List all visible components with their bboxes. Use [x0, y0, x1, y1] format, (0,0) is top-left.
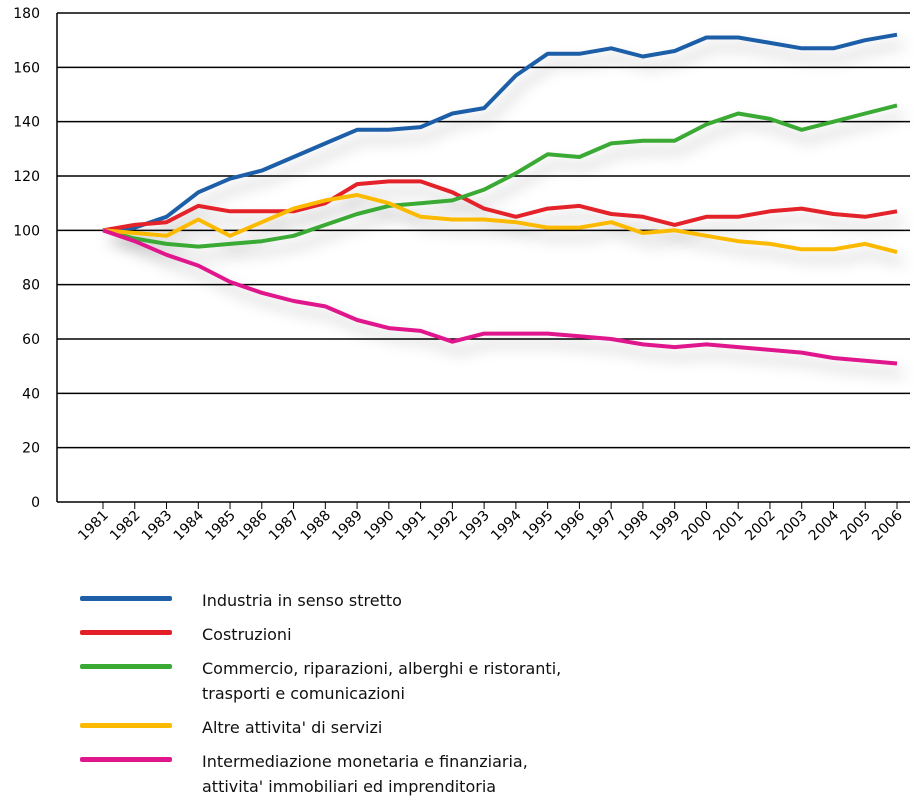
- legend-item: Commercio, riparazioni, alberghi e risto…: [60, 656, 900, 706]
- x-tick-label: 1988: [298, 508, 335, 545]
- x-tick-label: 2004: [806, 507, 843, 544]
- x-tick-label: 1997: [583, 508, 620, 545]
- y-tick-label: 140: [13, 115, 40, 131]
- legend-label: Intermediazione monetaria e finanziaria,…: [202, 752, 528, 796]
- axes: 0 20 40 60 80 100 120 140 160 180 1981198219831984…: [13, 6, 906, 544]
- lines: [102, 32, 898, 366]
- x-tick-label: 2006: [869, 507, 906, 544]
- legend: Industria in senso stretto Costruzioni Com…: [60, 588, 900, 808]
- legend-swatch: [80, 630, 172, 635]
- y-tick-label: 160: [13, 60, 40, 76]
- legend-label: Commercio, riparazioni, alberghi e risto…: [202, 659, 562, 703]
- legend-item: Altre attivita' di servizi: [60, 715, 900, 740]
- series-line: [102, 32, 898, 233]
- x-tick-label: 1981: [75, 508, 112, 545]
- x-tick-label: 2003: [774, 508, 811, 545]
- y-tick-label: 120: [13, 169, 40, 185]
- series-line: [102, 228, 898, 366]
- legend-item: Costruzioni: [60, 622, 900, 647]
- x-tick-label: 1989: [329, 508, 366, 545]
- y-tick-label: 100: [13, 223, 40, 239]
- x-tick-label: 1984: [171, 507, 208, 544]
- x-tick-label: 1987: [266, 508, 303, 545]
- x-tick-label: 2000: [679, 508, 716, 545]
- y-tick-label: 0: [31, 495, 40, 511]
- grid: [57, 12, 910, 503]
- legend-swatch: [80, 596, 172, 601]
- x-tick-label: 1986: [234, 507, 271, 544]
- x-tick-label: 1993: [456, 508, 493, 545]
- y-tick-label: 40: [22, 386, 40, 402]
- x-tick-label: 1992: [425, 508, 462, 545]
- legend-swatch: [80, 723, 172, 728]
- series-line: [102, 179, 898, 233]
- x-tick-label: 1996: [552, 507, 589, 544]
- y-tick-label: 20: [22, 441, 40, 457]
- x-tick-label: 1999: [647, 508, 684, 545]
- x-tick-label: 1985: [202, 508, 239, 545]
- legend-swatch: [80, 757, 172, 762]
- y-tick-label: 60: [22, 332, 40, 348]
- x-tick-label: 1994: [488, 507, 525, 544]
- legend-item: Industria in senso stretto: [60, 588, 900, 613]
- legend-label: Altre attivita' di servizi: [202, 718, 383, 737]
- x-tick-label: 1991: [393, 508, 430, 545]
- series-line: [102, 193, 898, 255]
- x-tick-label: 1998: [615, 508, 652, 545]
- x-tick-label: 1982: [107, 508, 144, 545]
- x-tick-label: 2001: [711, 508, 748, 545]
- legend-swatch: [80, 664, 172, 669]
- y-tick-label: 80: [22, 278, 40, 294]
- series-line: [102, 103, 898, 249]
- x-tick-label: 2002: [742, 508, 779, 545]
- legend-item: Intermediazione monetaria e finanziaria,…: [60, 749, 900, 799]
- x-tick-label: 1983: [139, 508, 176, 545]
- y-tick-label: 180: [13, 6, 40, 22]
- x-tick-label: 1990: [361, 508, 398, 545]
- legend-label: Costruzioni: [202, 625, 292, 644]
- chart: 0 20 40 60 80 100 120 140 160 180 1981198219831984…: [13, 6, 910, 544]
- x-tick-label: 2005: [838, 508, 875, 545]
- legend-label: Industria in senso stretto: [202, 591, 402, 610]
- x-tick-label: 1995: [520, 508, 557, 545]
